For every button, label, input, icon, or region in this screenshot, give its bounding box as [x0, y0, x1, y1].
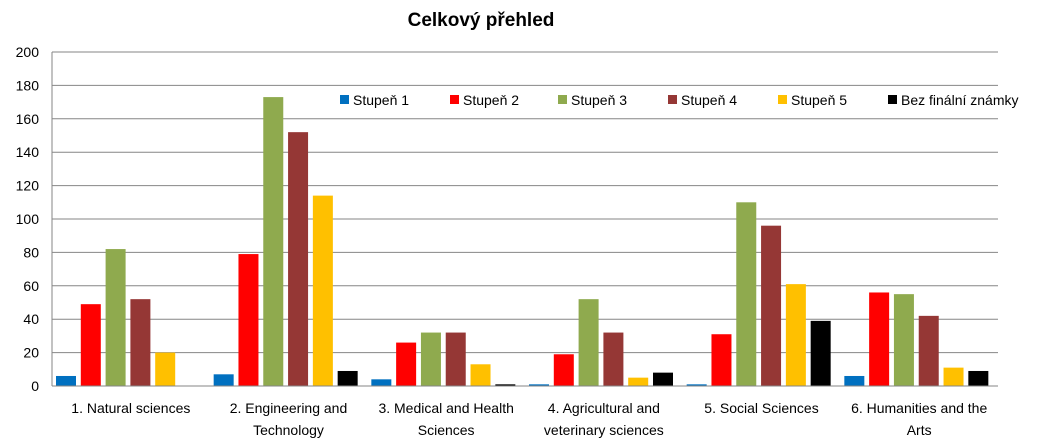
y-tick-label: 200: [16, 44, 40, 60]
bar: [420, 332, 441, 386]
bar: [56, 375, 76, 386]
category-label: 1. Natural sciences: [71, 400, 190, 416]
bar: [80, 304, 101, 386]
legend-label: Stupeň 2: [463, 92, 519, 108]
bar: [761, 225, 782, 386]
bar: [495, 384, 516, 386]
bar: [711, 334, 732, 386]
gridlines: [51, 51, 998, 387]
bar: [288, 132, 309, 386]
bars: [52, 97, 998, 387]
legend-swatch: [340, 95, 349, 104]
bar: [810, 320, 831, 386]
bar: [686, 384, 707, 386]
bar: [470, 364, 491, 386]
legend-swatch: [558, 95, 567, 104]
legend-label: Stupeň 5: [791, 92, 847, 108]
bar: [337, 370, 358, 386]
bar: [130, 299, 151, 386]
category-label: 5. Social Sciences: [704, 400, 818, 416]
category-label: Sciences: [418, 422, 475, 438]
y-tick-label: 80: [23, 244, 39, 260]
bar: [869, 292, 890, 386]
legend-label: Stupeň 3: [571, 92, 627, 108]
legend-swatch: [450, 95, 459, 104]
bar: [238, 254, 259, 386]
y-tick-label: 40: [23, 311, 39, 327]
bar: [653, 372, 673, 386]
bar: [736, 202, 757, 386]
y-tick-label: 0: [31, 378, 39, 394]
legend-swatch: [778, 95, 787, 104]
y-tick-label: 120: [16, 178, 40, 194]
y-tick-label: 100: [16, 211, 40, 227]
legend-swatch: [668, 95, 677, 104]
bar: [844, 375, 865, 386]
y-tick-label: 20: [23, 345, 39, 361]
bar: [628, 377, 649, 386]
category-label: Arts: [907, 422, 932, 438]
y-tick-label: 160: [16, 111, 40, 127]
category-label: 6. Humanities and the: [851, 400, 987, 416]
bar: [371, 379, 392, 386]
bar: [213, 374, 234, 386]
y-axis-ticks: 0 20 40 60 80 100 120 140 160 180 200: [16, 44, 40, 394]
legend-label: Bez finální známky: [901, 92, 1019, 108]
category-label: veterinary sciences: [544, 422, 664, 438]
y-tick-label: 60: [23, 278, 39, 294]
bar: [155, 352, 176, 386]
legend-swatch: [888, 95, 897, 104]
bar: [312, 195, 333, 386]
legend-label: Stupeň 4: [681, 92, 737, 108]
category-label: 3. Medical and Health: [378, 400, 513, 416]
category-label: 4. Agricultural and: [548, 400, 660, 416]
bar: [893, 294, 914, 386]
y-tick-label: 140: [16, 144, 40, 160]
chart-title: Celkový přehled: [408, 10, 555, 31]
bar: [263, 97, 284, 386]
bar: [578, 299, 599, 386]
category-label: 2. Engineering and: [230, 400, 348, 416]
bar: [529, 384, 549, 386]
y-tick-label: 180: [16, 77, 40, 93]
bar: [445, 332, 466, 386]
bar: [603, 332, 624, 386]
bar: [553, 354, 574, 386]
bar: [918, 315, 939, 386]
legend-label: Stupeň 1: [353, 92, 409, 108]
bar: [105, 249, 126, 386]
bar: [785, 284, 806, 386]
bar: [396, 342, 417, 386]
x-axis-categories: 1. Natural sciences 2. Engineering and Tec…: [71, 400, 987, 438]
bar: [943, 367, 964, 386]
bar: [968, 370, 989, 386]
legend: Stupeň 1 Stupeň 2 Stupeň 3 Stupeň 4 Stupeň 5…: [340, 92, 1019, 108]
category-label: Technology: [253, 422, 324, 438]
